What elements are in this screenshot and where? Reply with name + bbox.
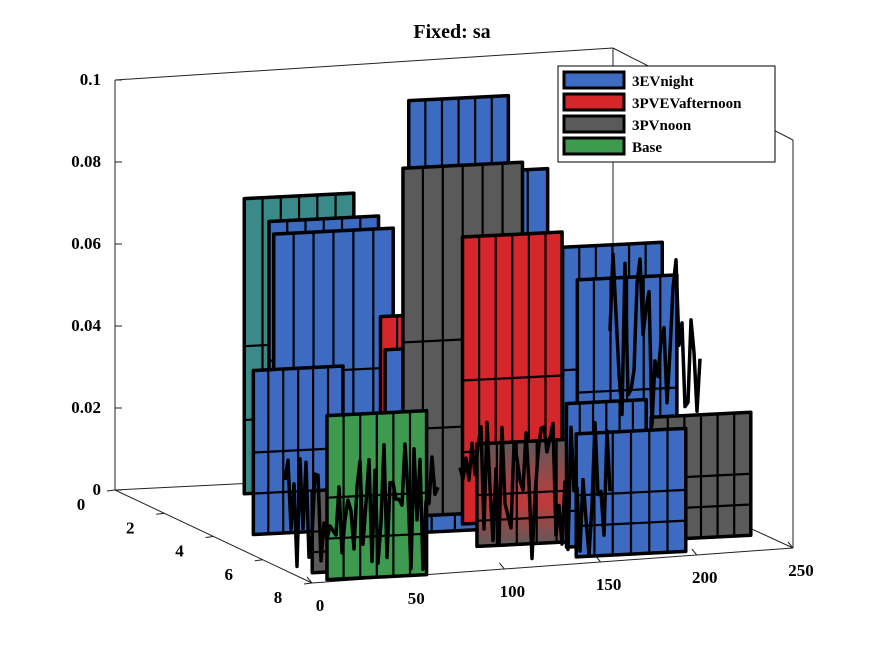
legend-swatch — [562, 114, 626, 134]
legend-item-3PVEVafternoon: 3PVEVafternoon — [562, 92, 742, 112]
x-tick-mark — [787, 541, 794, 549]
legend-label: Base — [632, 140, 662, 156]
z-tick-label: 0.04 — [71, 316, 101, 335]
legend-item-3EVnight: 3EVnight — [562, 70, 694, 90]
x-axis: 0 50 100 150 200 250 — [306, 541, 814, 615]
legend: 3EVnight 3PVEVafternoon 3PVnoon Base — [557, 65, 776, 163]
y-tick-mark — [205, 536, 214, 538]
y-tick-label: 2 — [126, 518, 135, 537]
x-tick-label: 150 — [596, 575, 622, 594]
y-tick-label: 0 — [77, 495, 86, 514]
z-tick-label: 0.02 — [71, 398, 101, 417]
x-tick-label: 200 — [692, 568, 718, 587]
z-tick-label: 0.06 — [71, 234, 101, 253]
legend-item-Base: Base — [562, 136, 662, 156]
chart-title: Fixed: sa — [413, 21, 490, 43]
x-tick-label: 50 — [408, 589, 425, 608]
legend-label: 3PVnoon — [632, 118, 692, 134]
legend-swatch — [562, 92, 626, 112]
trace-line — [608, 252, 702, 427]
x-tick-mark — [306, 576, 313, 584]
y-tick-mark — [106, 489, 116, 492]
x-tick-label: 0 — [316, 596, 325, 615]
z-axis: 0 0.02 0.04 0.06 0.08 0.1 — [71, 70, 122, 499]
x-tick-mark — [499, 562, 505, 570]
trace-line — [458, 420, 612, 561]
legend-item-3PVnoon: 3PVnoon — [562, 114, 692, 134]
y-tick-mark — [156, 512, 165, 515]
x-tick-label: 250 — [788, 561, 814, 580]
trace-lines — [283, 252, 702, 572]
y-tick-mark — [303, 582, 313, 585]
x-tick-label: 100 — [500, 582, 526, 601]
x-tick-mark — [691, 548, 698, 556]
legend-label: 3EVnight — [632, 74, 694, 90]
y-tick-label: 6 — [225, 565, 234, 584]
waterfall-panels — [242, 93, 753, 582]
y-tick-label: 4 — [175, 542, 184, 561]
legend-swatch — [562, 70, 626, 90]
trace-line — [283, 442, 440, 572]
y-tick-label: 8 — [274, 588, 283, 607]
y-tick-mark — [254, 559, 263, 562]
legend-swatch — [562, 136, 626, 156]
y-axis: 0 2 4 6 8 — [77, 489, 313, 607]
z-tick-label: 0 — [93, 480, 102, 499]
z-tick-label: 0.1 — [80, 70, 101, 89]
z-tick-label: 0.08 — [71, 152, 101, 171]
legend-label: 3PVEVafternoon — [632, 96, 742, 112]
